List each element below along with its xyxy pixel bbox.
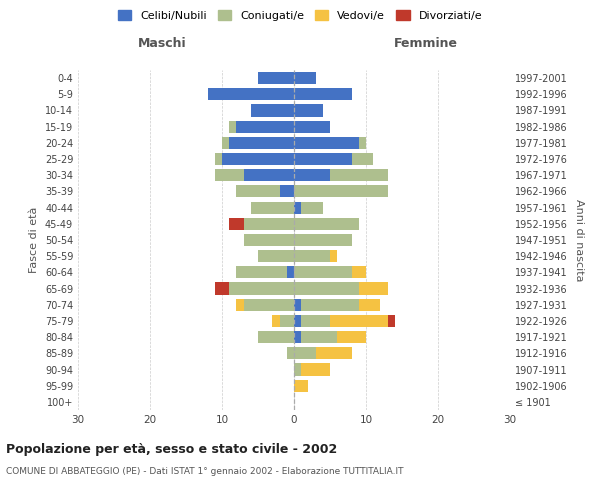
Bar — [280, 315, 294, 327]
Bar — [294, 120, 330, 132]
Bar — [222, 137, 229, 149]
Bar — [294, 348, 316, 360]
Bar — [208, 88, 294, 101]
Bar — [294, 331, 301, 343]
Bar — [294, 266, 352, 278]
Text: COMUNE DI ABBATEGGIO (PE) - Dati ISTAT 1° gennaio 2002 - Elaborazione TUTTITALIA: COMUNE DI ABBATEGGIO (PE) - Dati ISTAT 1… — [6, 468, 404, 476]
Bar — [272, 315, 280, 327]
Text: Femmine: Femmine — [394, 37, 458, 50]
Text: Popolazione per età, sesso e stato civile - 2002: Popolazione per età, sesso e stato civil… — [6, 442, 337, 456]
Bar — [294, 218, 359, 230]
Bar — [287, 266, 294, 278]
Bar — [294, 282, 359, 294]
Bar — [280, 186, 294, 198]
Bar — [236, 186, 280, 198]
Bar — [229, 218, 244, 230]
Bar — [359, 298, 380, 311]
Bar — [229, 282, 294, 294]
Bar — [294, 315, 301, 327]
Bar — [244, 218, 294, 230]
Bar — [330, 315, 388, 327]
Bar — [251, 202, 294, 213]
Bar — [244, 169, 294, 181]
Bar — [294, 298, 301, 311]
Bar — [244, 234, 294, 246]
Y-axis label: Anni di nascita: Anni di nascita — [574, 198, 584, 281]
Bar — [294, 380, 308, 392]
Bar — [294, 104, 323, 117]
Bar — [229, 120, 236, 132]
Bar — [287, 348, 294, 360]
Y-axis label: Fasce di età: Fasce di età — [29, 207, 39, 273]
Bar — [294, 202, 301, 213]
Bar — [352, 266, 366, 278]
Bar — [222, 153, 294, 165]
Bar — [294, 169, 330, 181]
Bar — [359, 282, 388, 294]
Bar — [294, 250, 330, 262]
Legend: Celibi/Nubili, Coniugati/e, Vedovi/e, Divorziati/e: Celibi/Nubili, Coniugati/e, Vedovi/e, Di… — [113, 6, 487, 25]
Bar — [301, 331, 337, 343]
Bar — [301, 364, 330, 376]
Bar — [244, 298, 294, 311]
Bar — [352, 153, 373, 165]
Bar — [236, 266, 287, 278]
Bar — [215, 153, 222, 165]
Bar — [258, 250, 294, 262]
Bar — [294, 153, 352, 165]
Bar — [337, 331, 366, 343]
Bar — [388, 315, 395, 327]
Bar — [229, 137, 294, 149]
Bar — [236, 298, 244, 311]
Bar — [294, 88, 352, 101]
Text: Maschi: Maschi — [137, 37, 187, 50]
Bar — [215, 169, 244, 181]
Bar — [294, 186, 388, 198]
Bar — [258, 72, 294, 84]
Bar — [294, 72, 316, 84]
Bar — [294, 364, 301, 376]
Bar — [301, 202, 323, 213]
Bar — [330, 250, 337, 262]
Bar — [294, 137, 359, 149]
Bar — [301, 298, 359, 311]
Bar — [301, 315, 330, 327]
Bar — [215, 282, 229, 294]
Bar — [316, 348, 352, 360]
Bar — [359, 137, 366, 149]
Bar — [294, 234, 352, 246]
Bar — [330, 169, 388, 181]
Bar — [251, 104, 294, 117]
Bar — [236, 120, 294, 132]
Bar — [258, 331, 294, 343]
